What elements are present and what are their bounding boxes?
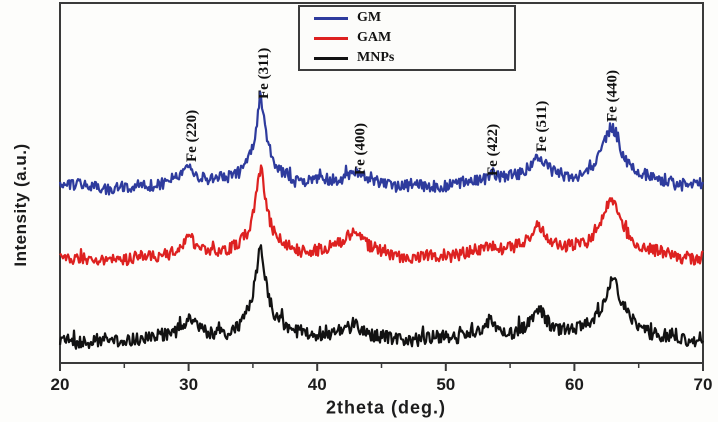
peak-label: Fe (511) [534, 101, 550, 152]
legend-item-mnps: MNPs [314, 50, 514, 67]
legend: GM GAM MNPs [298, 5, 516, 71]
peak-label: Fe (220) [184, 110, 200, 162]
gam-line-swatch [314, 36, 348, 40]
peak-label: Fe (400) [353, 123, 369, 175]
x-tick-label: 60 [565, 375, 584, 394]
x-tick-label: 30 [179, 375, 198, 394]
x-tick-label: 50 [436, 375, 455, 394]
x-tick-label: 70 [694, 375, 713, 394]
trace-GAM [59, 164, 704, 267]
legend-label-gm: GM [357, 10, 382, 25]
peak-label: Fe (422) [485, 124, 501, 176]
x-axis-title: 2theta (deg.) [325, 397, 447, 418]
legend-item-gam: GAM [314, 30, 514, 47]
legend-label-gam: GAM [357, 30, 392, 45]
peak-label: Fe (311) [256, 48, 272, 99]
peak-label: Fe (440) [605, 70, 621, 122]
legend-label-mnps: MNPs [357, 50, 395, 65]
x-tick-label: 40 [308, 375, 327, 394]
x-tick-label: 20 [51, 375, 70, 394]
y-axis-title: Intensity (a.u.) [11, 143, 30, 267]
mnps-line-swatch [314, 56, 348, 60]
legend-item-gm: GM [314, 10, 514, 27]
trace-GM [58, 90, 705, 196]
trace-MNPs [58, 244, 704, 350]
gm-line-swatch [314, 16, 348, 20]
